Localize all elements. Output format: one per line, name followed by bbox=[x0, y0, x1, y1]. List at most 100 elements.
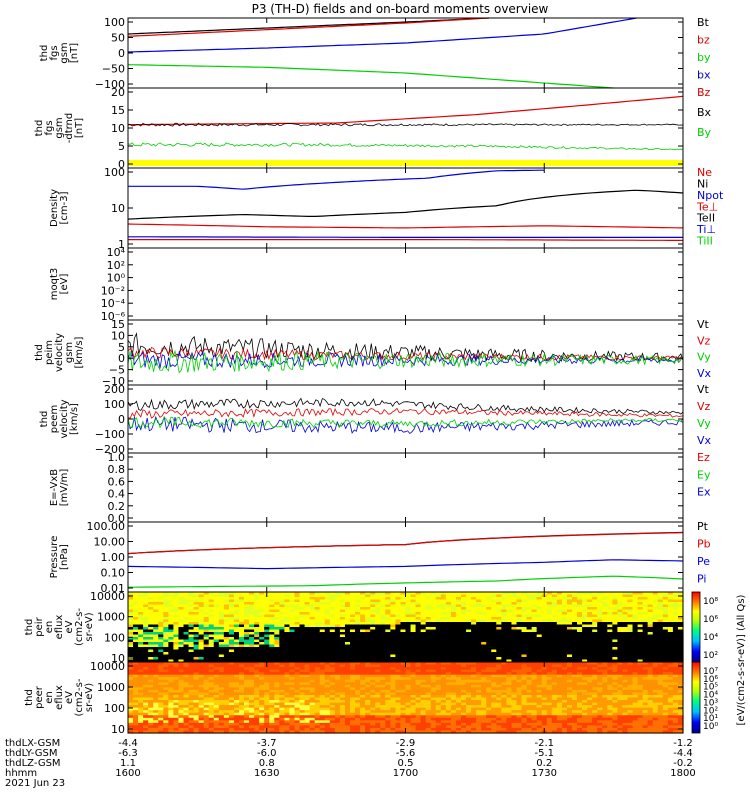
ytick-label: 1.0 bbox=[108, 451, 126, 464]
legend-Ez: Ez bbox=[697, 451, 710, 464]
series-peim-Vy bbox=[127, 349, 684, 374]
ylabel: Pressure bbox=[49, 536, 60, 579]
xaxis-value: -1.2 bbox=[673, 738, 693, 749]
ytick-label: 10⁴ bbox=[107, 246, 126, 259]
series-density-Te⊥ bbox=[128, 239, 683, 241]
xaxis-row-label: thdLY-GSM bbox=[5, 748, 57, 759]
ylabel: eV bbox=[64, 620, 75, 633]
series-pressure-Pe bbox=[127, 559, 684, 570]
series-peem-Vt bbox=[127, 397, 684, 415]
xaxis-value: -4.4 bbox=[118, 738, 138, 749]
xaxis-value: -3.7 bbox=[257, 738, 277, 749]
ylabel: moqt3 bbox=[49, 268, 60, 301]
ytick-label: 0 bbox=[118, 413, 125, 426]
ytick-label: 100.00 bbox=[87, 520, 126, 533]
figure-title: P3 (TH-D) fields and on-board moments ov… bbox=[252, 2, 549, 16]
xaxis-value: 1630 bbox=[254, 768, 279, 779]
ytick-label: 5 bbox=[118, 341, 125, 354]
ytick-label: 10.00 bbox=[94, 536, 126, 549]
ylabel: en bbox=[44, 621, 55, 634]
series-peim-Vt bbox=[127, 332, 684, 363]
ytick-label: 0.8 bbox=[108, 463, 126, 476]
legend-By: By bbox=[697, 126, 712, 139]
ytick-label: 10⁻² bbox=[101, 284, 125, 297]
panel-exb: 1.00.80.60.40.20.0 E=-VxB [mV/m] Ez Ey Ex bbox=[49, 451, 711, 525]
legend-Pe: Pe bbox=[697, 555, 710, 568]
xaxis-value: -6.3 bbox=[118, 748, 138, 759]
series-pressure-Pi bbox=[128, 575, 684, 588]
xaxis-value: 0.8 bbox=[259, 758, 275, 769]
ylabel: eV bbox=[64, 691, 75, 704]
ylabel: [cm-3] bbox=[59, 191, 70, 224]
ylabel: gsm bbox=[54, 117, 65, 138]
ytick-label: −200 bbox=[95, 443, 125, 456]
ylabel: thd bbox=[39, 411, 50, 428]
ylabel: [nT] bbox=[74, 118, 85, 138]
ytick-label: 10 bbox=[111, 122, 125, 135]
legend-bz: bz bbox=[697, 34, 710, 47]
ytick-label: 0.0 bbox=[108, 512, 126, 525]
ylabel: peem bbox=[49, 405, 60, 433]
legend-Bt: Bt bbox=[697, 16, 710, 29]
ylabel: gsm bbox=[64, 342, 75, 363]
legend-bx: bx bbox=[697, 69, 711, 82]
panel-peir: 10000 1000 100 10 thd peir en eflux eV (cm2-s-sr-… bbox=[24, 590, 684, 665]
panel-fgs: 100 50 0 −50 −100 thd fgs gsm [nT] Bt bz by bx bbox=[39, 16, 711, 91]
series-density-Ni bbox=[127, 189, 684, 220]
legend-Vx: Vx bbox=[697, 367, 712, 380]
xaxis-value: -5.6 bbox=[396, 748, 416, 759]
legend-Npot: Npot bbox=[697, 189, 724, 202]
ylabel: peer bbox=[34, 685, 45, 709]
ytick-label: 1 bbox=[118, 238, 125, 251]
colorbar-tick: 10⁵ bbox=[703, 683, 718, 693]
colorbar-group: 10⁸10⁶10⁴10²10⁷10⁶10⁵10⁴10³10²10¹10⁰[eV/… bbox=[691, 591, 747, 734]
series-pressure-Pb bbox=[127, 532, 684, 555]
series-fgs-Bt bbox=[127, 17, 489, 35]
ytick-label: 1000 bbox=[97, 611, 125, 624]
legend-Vy: Vy bbox=[697, 351, 711, 364]
legend-by: by bbox=[697, 51, 711, 64]
ylabel: (cm2-s- bbox=[74, 678, 85, 716]
legend-Ey: Ey bbox=[697, 468, 711, 481]
ytick-label: 0 bbox=[118, 47, 125, 60]
colorbar-tick: 10² bbox=[703, 706, 718, 716]
xaxis-value: 1.1 bbox=[120, 758, 136, 769]
ylabel: [nT] bbox=[69, 43, 80, 63]
legend-Vy: Vy bbox=[697, 417, 711, 430]
ytick-label: 200 bbox=[104, 383, 125, 396]
panel-peem: 200 100 0 −100 −200 thd peem velocity [km/s] Vt Vz… bbox=[39, 383, 712, 456]
ylabel: [km/s] bbox=[74, 336, 85, 368]
ytick-label: −100 bbox=[95, 78, 125, 91]
colorbar-1 bbox=[691, 661, 701, 734]
ylabel: E=-VxB bbox=[49, 469, 60, 506]
ylabel: [km/s] bbox=[69, 403, 80, 435]
series-fgs_dtrend-Bx bbox=[127, 122, 684, 127]
series-fgs-bz bbox=[127, 17, 489, 37]
series-peem-Vy bbox=[127, 416, 684, 429]
xaxis-row-label: hhmm bbox=[5, 768, 37, 779]
ylabel: gsm bbox=[59, 42, 70, 63]
panel-fgs_dtrend: 20 15 10 5 0 thd fgs gsm -dtrnd [nT] Bz Bx By bbox=[34, 86, 712, 171]
ylabel: [mV/m] bbox=[59, 469, 70, 507]
legend-Vt: Vt bbox=[697, 383, 710, 396]
ylabel: [nPa] bbox=[59, 544, 70, 570]
legend-Ne: Ne bbox=[697, 166, 712, 179]
ytick-label: 20 bbox=[111, 86, 125, 99]
ylabel: velocity bbox=[54, 333, 65, 372]
ytick-label: 100 bbox=[104, 702, 125, 715]
legend-Te⊥: Te⊥ bbox=[696, 200, 718, 213]
xaxis-value: -6.0 bbox=[257, 748, 277, 759]
ylabel: velocity bbox=[59, 399, 70, 438]
panel-density: 100 10 1 Density [cm-3] NeNiNpotTe⊥TeIITi⊥TiI… bbox=[49, 166, 724, 251]
ylabel: eflux bbox=[54, 685, 65, 710]
xaxis-value: 1800 bbox=[670, 768, 695, 779]
series-peem-Vz bbox=[127, 407, 684, 419]
ytick-label: 10⁰ bbox=[107, 272, 126, 285]
ytick-label: 100 bbox=[104, 16, 125, 29]
ylabel: peim bbox=[44, 340, 55, 365]
panel-peer: 10000 1000 100 10 thd peer en eflux eV (cm2-s-sr-… bbox=[24, 660, 684, 736]
ylabel: peir bbox=[34, 616, 45, 636]
ylabel: thd bbox=[24, 689, 35, 706]
xaxis-value: -5.1 bbox=[534, 748, 554, 759]
